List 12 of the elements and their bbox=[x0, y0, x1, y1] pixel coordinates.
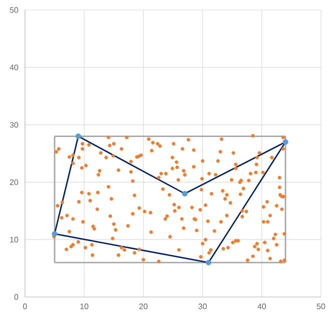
x-tick-label: 50 bbox=[316, 304, 326, 310]
y-tick-label: 0 bbox=[14, 294, 18, 300]
x-tick-label: 40 bbox=[258, 304, 266, 310]
y-tick-label: 10 bbox=[10, 236, 18, 242]
y-tick-label: 20 bbox=[10, 179, 18, 186]
x-tick-label: 20 bbox=[139, 304, 148, 310]
x-tick-label: 30 bbox=[198, 304, 207, 310]
y-tick-label: 30 bbox=[10, 122, 18, 128]
y-tick-label: 40 bbox=[10, 64, 18, 70]
x-tick-label: 10 bbox=[80, 304, 88, 310]
x-tick-label: 0 bbox=[23, 304, 27, 310]
y-tick-label: 50 bbox=[10, 7, 18, 13]
